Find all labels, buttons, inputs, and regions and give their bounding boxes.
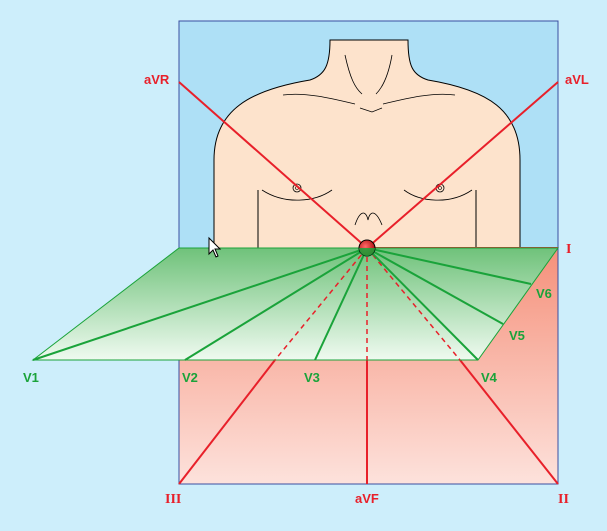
lead-line-avr <box>178 81 368 249</box>
label-v4: V4 <box>481 370 498 385</box>
nipple-left <box>292 183 302 193</box>
neck-right <box>375 54 393 95</box>
horizontal-plane <box>31 247 559 361</box>
label-avr: aVR <box>144 72 170 87</box>
lead-line-v4 <box>366 247 479 361</box>
mouse-pointer-icon <box>208 236 222 258</box>
label-v2: V2 <box>182 370 198 385</box>
sternal-notch <box>359 107 383 113</box>
clavicle-right <box>382 93 456 105</box>
lead-line-v6 <box>366 247 532 285</box>
nipple-right-inner <box>438 186 442 190</box>
pectoral-right <box>403 189 473 201</box>
clavicle-left <box>282 93 356 105</box>
label-v6: V6 <box>536 286 552 301</box>
neck-left <box>344 54 363 95</box>
lead-line-v1 <box>32 247 368 361</box>
label-avf: aVF <box>355 491 379 506</box>
label-avl: aVL <box>565 72 589 87</box>
label-i: I <box>566 242 571 257</box>
lead-line-v5 <box>366 247 504 325</box>
label-v3: V3 <box>304 370 320 385</box>
pectoral-left <box>261 189 333 201</box>
label-iii: III <box>165 492 181 507</box>
xiphoid <box>354 212 383 226</box>
lead-line-v3 <box>314 247 368 361</box>
lead-line-v2 <box>184 247 368 361</box>
lead-line-iii <box>178 359 276 485</box>
lead-line-ii-hidden <box>366 247 461 361</box>
label-v5: V5 <box>509 328 525 343</box>
lead-line-ii <box>459 359 559 485</box>
lead-line-iii-hidden <box>274 247 368 361</box>
label-v1: V1 <box>23 370 39 385</box>
lead-line-avl <box>366 81 559 249</box>
label-ii: II <box>558 492 569 507</box>
heart-center-highlight <box>359 248 375 256</box>
torso-outline <box>213 39 521 249</box>
